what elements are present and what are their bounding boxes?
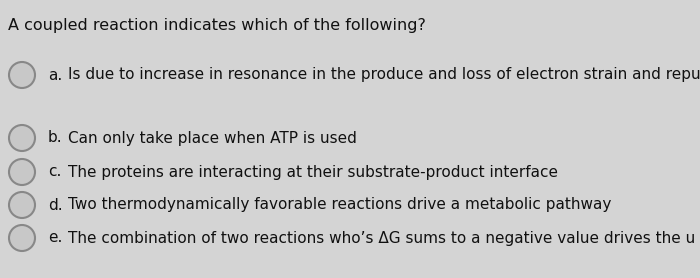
Text: d.: d. xyxy=(48,197,62,212)
Text: The combination of two reactions who’s ΔG sums to a negative value drives the u: The combination of two reactions who’s Δ… xyxy=(68,230,695,245)
Text: Is due to increase in resonance in the produce and loss of electron strain and r: Is due to increase in resonance in the p… xyxy=(68,68,700,83)
Text: b.: b. xyxy=(48,130,62,145)
Ellipse shape xyxy=(9,225,35,251)
Text: The proteins are interacting at their substrate-product interface: The proteins are interacting at their su… xyxy=(68,165,558,180)
Ellipse shape xyxy=(9,192,35,218)
Text: Can only take place when ATP is used: Can only take place when ATP is used xyxy=(68,130,357,145)
Ellipse shape xyxy=(9,125,35,151)
Ellipse shape xyxy=(9,159,35,185)
Text: Two thermodynamically favorable reactions drive a metabolic pathway: Two thermodynamically favorable reaction… xyxy=(68,197,611,212)
Text: c.: c. xyxy=(48,165,62,180)
Text: A coupled reaction indicates which of the following?: A coupled reaction indicates which of th… xyxy=(8,18,426,33)
Text: e.: e. xyxy=(48,230,62,245)
Ellipse shape xyxy=(9,62,35,88)
Text: a.: a. xyxy=(48,68,62,83)
